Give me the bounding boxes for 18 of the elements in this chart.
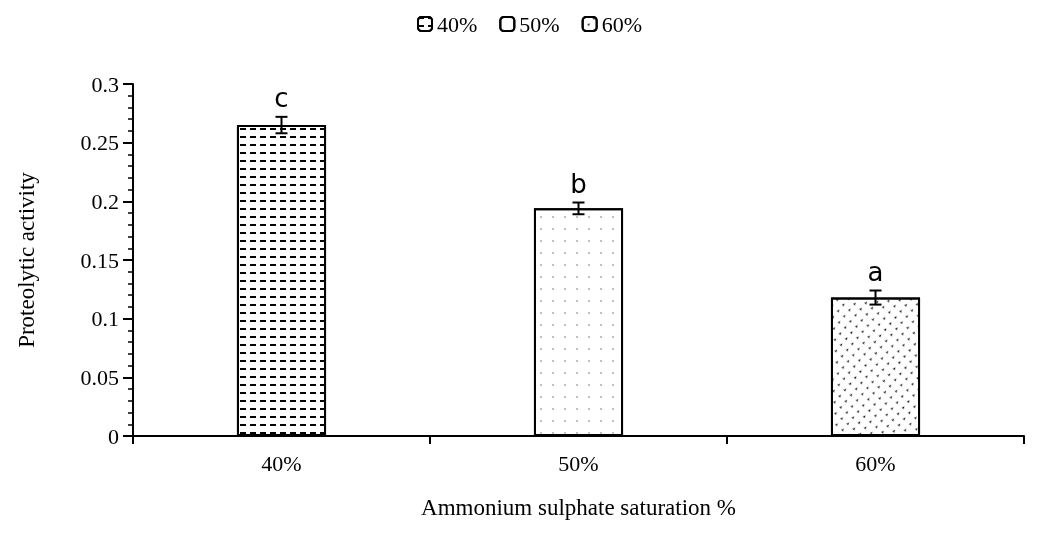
y-tick-label: 0.15: [80, 247, 119, 273]
annotation: a: [867, 256, 884, 287]
x-tick-label: 50%: [558, 450, 599, 476]
y-tick-label: 0.1: [91, 306, 119, 332]
y-tick-label: 0.05: [80, 364, 119, 390]
annotation: c: [274, 82, 289, 113]
y-tick-label: 0.25: [80, 130, 119, 156]
y-tick-label: 0.2: [91, 188, 119, 214]
legend-label: 40%: [437, 11, 478, 37]
y-axis-title: Proteolytic activity: [14, 171, 39, 348]
legend-label: 50%: [519, 11, 560, 37]
x-tick-label: 60%: [855, 450, 896, 476]
legend-label: 60%: [601, 11, 642, 37]
annotation: b: [570, 168, 587, 199]
y-tick-label: 0.3: [91, 71, 119, 97]
x-tick-label: 40%: [261, 450, 302, 476]
x-axis-title: Ammonium sulphate saturation %: [421, 495, 736, 520]
y-tick-label: 0: [108, 423, 119, 449]
